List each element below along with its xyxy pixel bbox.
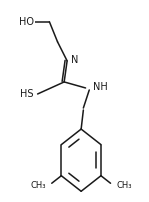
Text: HO: HO bbox=[19, 17, 34, 27]
Text: N: N bbox=[71, 55, 79, 65]
Text: CH₃: CH₃ bbox=[30, 181, 46, 190]
Text: CH₃: CH₃ bbox=[117, 181, 132, 190]
Text: HS: HS bbox=[20, 89, 33, 99]
Text: NH: NH bbox=[93, 82, 107, 92]
